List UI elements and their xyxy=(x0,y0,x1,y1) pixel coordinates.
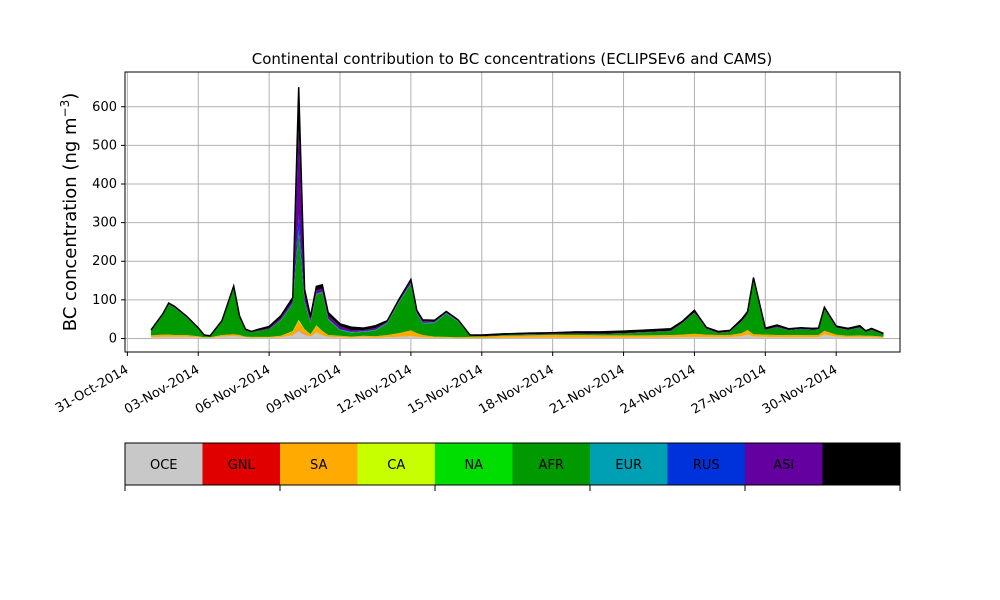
legend-swatch-gnl xyxy=(202,443,280,485)
x-tick-label: 18-Nov-2014 xyxy=(476,362,556,417)
area-series-afr xyxy=(151,231,884,338)
x-tick-label: 03-Nov-2014 xyxy=(122,362,202,417)
y-tick-label: 100 xyxy=(92,293,117,308)
legend-label: CA xyxy=(387,458,405,473)
area-series-sa xyxy=(151,320,884,339)
legend-swatch-asi xyxy=(745,443,823,485)
x-tick-label: 21-Nov-2014 xyxy=(547,362,627,417)
area-series-rus xyxy=(151,214,884,337)
legend-label: SA xyxy=(310,458,327,473)
x-tick-label: 15-Nov-2014 xyxy=(406,362,486,417)
legend-label: AUS xyxy=(848,458,875,473)
stacked-area-layer xyxy=(150,87,884,339)
legend-swatch-aus xyxy=(822,443,900,485)
y-tick-label: 0 xyxy=(109,331,117,346)
y-tick-label: 200 xyxy=(92,254,117,269)
axes-frame xyxy=(124,71,901,353)
legend-label: RUS xyxy=(693,458,720,473)
legend-swatch-na xyxy=(435,443,513,485)
x-tick-label: 24-Nov-2014 xyxy=(618,362,698,417)
x-tick-label: 30-Nov-2014 xyxy=(760,362,840,417)
y-tick-label: 300 xyxy=(92,216,117,231)
x-tick-label: 12-Nov-2014 xyxy=(335,362,415,417)
legend-label: GNL xyxy=(228,458,256,473)
legend-swatch-afr xyxy=(512,443,590,485)
legend-label: EUR xyxy=(615,458,642,473)
y-tick-label: 400 xyxy=(92,177,117,192)
y-axis-label: BC concentration (ng m−3) xyxy=(58,93,81,332)
legend-swatch-oce xyxy=(125,443,203,485)
area-series-eur xyxy=(151,230,884,337)
x-tick-label: 06-Nov-2014 xyxy=(193,362,273,417)
area-series-oce xyxy=(151,330,884,339)
legend-frame xyxy=(124,442,901,486)
legend-swatch-sa xyxy=(280,443,358,485)
y-tick-label: 500 xyxy=(92,138,117,153)
legend-swatch-rus xyxy=(667,443,745,485)
y-tick-label: 600 xyxy=(92,100,117,115)
legend-label: ASI xyxy=(773,458,794,473)
total-outline xyxy=(150,87,884,337)
x-tick-label: 09-Nov-2014 xyxy=(264,362,344,417)
x-tick-label: 31-Oct-2014 xyxy=(53,362,131,416)
legend-swatch-ca xyxy=(357,443,435,485)
tick-layer: 0 100 200 300 400 500 600 31-Oct-201403-Nov-201… xyxy=(53,100,840,418)
legend-label: AFR xyxy=(539,458,564,473)
legend-label: OCE xyxy=(150,458,178,473)
legend-swatch-eur xyxy=(590,443,668,485)
legend-label: NA xyxy=(464,458,483,473)
x-tick-label: 27-Nov-2014 xyxy=(689,362,769,417)
chart-title: Continental contribution to BC concentra… xyxy=(252,50,773,68)
area-series-aus xyxy=(151,87,884,337)
grid-layer xyxy=(125,72,900,352)
area-series-asi xyxy=(151,129,884,337)
legend-colorbar: OCE GNL SA CA NA AFR EUR RUS ASI AUS xyxy=(124,442,901,491)
